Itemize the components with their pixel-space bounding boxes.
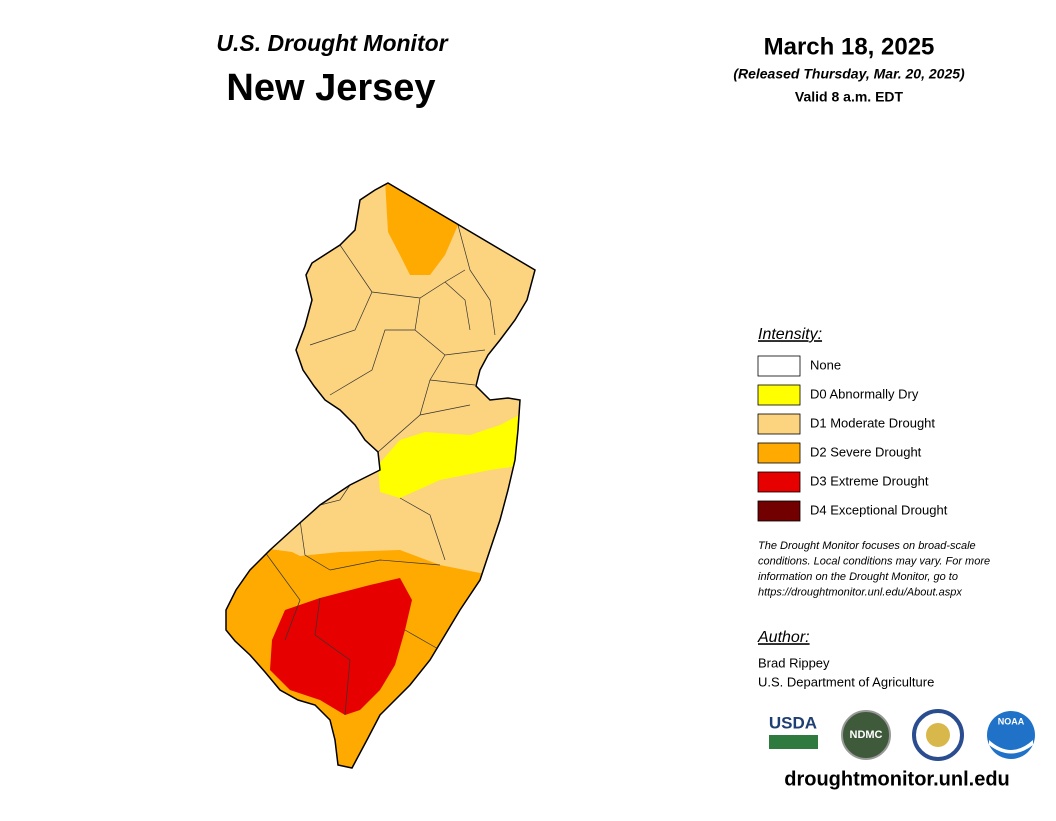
note: The Drought Monitor focuses on broad-sca… xyxy=(758,540,990,599)
subtitle: U.S. Drought Monitor xyxy=(216,30,448,56)
author-heading: Author: xyxy=(757,629,810,646)
logo-noaa xyxy=(987,711,1035,759)
author-org: U.S. Department of Agriculture xyxy=(758,674,934,689)
logo-commerce-seal xyxy=(926,723,950,747)
legend-label: D0 Abnormally Dry xyxy=(810,386,919,401)
title: New Jersey xyxy=(226,67,435,109)
legend-swatch xyxy=(757,471,801,493)
release-date: (Released Thursday, Mar. 20, 2025) xyxy=(733,66,965,82)
note-line: information on the Drought Monitor, go t… xyxy=(758,571,958,583)
d2-area xyxy=(385,183,458,275)
legend-label: D4 Exceptional Drought xyxy=(810,502,948,517)
logos: USDA NDMC NOAA xyxy=(769,709,1035,761)
logo-noaa-wave xyxy=(989,740,1033,754)
note-line: The Drought Monitor focuses on broad-sca… xyxy=(758,540,976,552)
legend-swatch xyxy=(757,442,801,464)
date: March 18, 2025 xyxy=(764,33,935,60)
map xyxy=(226,183,535,768)
logo-usda xyxy=(769,735,818,749)
legend-swatch xyxy=(757,500,801,522)
logo-text: NDMC xyxy=(850,729,883,741)
note-line: https://droughtmonitor.unl.edu/About.asp… xyxy=(758,586,962,598)
legend-label: D1 Moderate Drought xyxy=(810,415,935,430)
legend-swatch xyxy=(757,355,801,377)
logo-text: USDA xyxy=(769,713,817,732)
d3-area xyxy=(270,578,412,715)
footer-url: droughtmonitor.unl.edu xyxy=(784,768,1010,790)
legend-swatch xyxy=(757,413,801,435)
legend-swatch xyxy=(757,384,801,406)
legend-label: D2 Severe Drought xyxy=(810,444,922,459)
valid-time: Valid 8 a.m. EDT xyxy=(795,89,904,105)
note-line: conditions. Local conditions may vary. F… xyxy=(758,555,990,567)
legend-title: Intensity: xyxy=(758,326,822,343)
d0-area xyxy=(378,412,525,498)
legend-label: None xyxy=(810,357,841,372)
logo-ndmc xyxy=(841,710,891,760)
legend-label: D3 Extreme Drought xyxy=(810,473,929,488)
legend: None D0 Abnormally Dry D1 Moderate Drought… xyxy=(757,355,948,522)
logo-text: NOAA xyxy=(998,716,1025,726)
author-name: Brad Rippey xyxy=(758,655,830,670)
